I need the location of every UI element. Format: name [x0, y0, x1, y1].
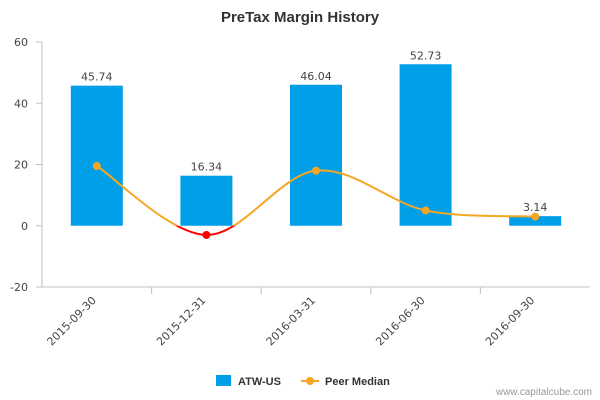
x-tick-label: 2016-03-31 — [264, 294, 318, 348]
y-axis: 60 40 20 0 -20 — [10, 36, 43, 294]
x-tick-label: 2015-09-30 — [45, 294, 99, 348]
legend-label-atw: ATW-US — [238, 376, 281, 388]
bar-data-label: 45.74 — [81, 71, 113, 84]
chart-title: PreTax Margin History — [221, 9, 380, 26]
y-tick-label: -20 — [10, 281, 28, 294]
bar-data-label: 16.34 — [191, 161, 223, 174]
legend-swatch-atw — [216, 375, 231, 386]
x-tick-label: 2016-06-30 — [373, 294, 427, 348]
y-tick-label: 60 — [14, 36, 28, 49]
bar-series: 45.74 16.34 46.04 52.73 3.14 — [70, 49, 562, 226]
bar — [399, 64, 452, 226]
peer-median-point — [421, 206, 430, 215]
x-tick-label: 2015-12-31 — [154, 294, 208, 348]
legend-label-peer: Peer Median — [325, 376, 390, 388]
bar — [70, 85, 123, 226]
bar — [509, 216, 562, 226]
bar — [180, 175, 233, 226]
peer-median-point — [312, 166, 320, 175]
y-tick-label: 40 — [14, 97, 28, 110]
peer-median-point — [531, 212, 540, 221]
bar — [290, 84, 342, 226]
peer-median-point — [202, 230, 211, 239]
x-axis: 2015-09-30 2015-12-31 2016-03-31 2016-06-30… — [42, 286, 590, 348]
peer-median-point — [92, 162, 101, 171]
bar-data-label: 3.14 — [523, 201, 548, 214]
y-tick-label: 20 — [14, 159, 28, 172]
y-tick-label: 0 — [21, 220, 28, 233]
bar-data-label: 52.73 — [410, 49, 442, 62]
legend: ATW-US Peer Median — [216, 375, 390, 388]
line-points — [92, 162, 540, 239]
x-tick-label: 2016-09-30 — [483, 294, 537, 348]
bar-data-label: 46.04 — [300, 70, 332, 83]
legend-swatch-peer-dot — [306, 377, 314, 385]
watermark: www.capitalcube.com — [495, 387, 592, 398]
